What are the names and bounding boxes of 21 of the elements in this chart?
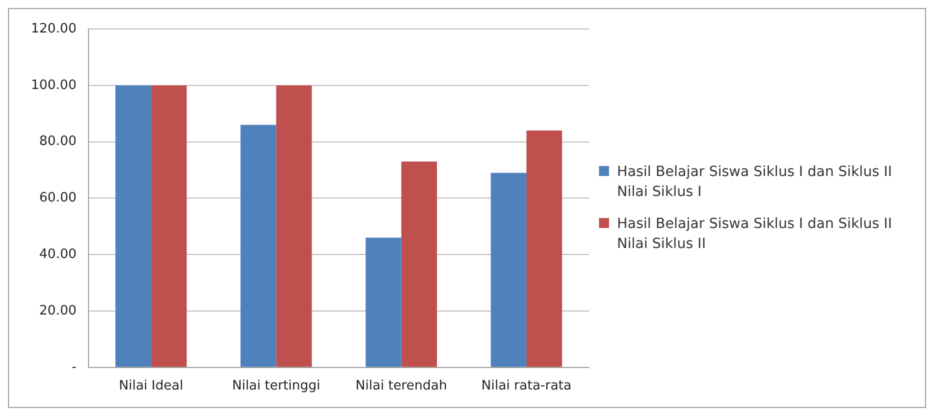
bar xyxy=(490,172,526,367)
bar xyxy=(366,238,402,367)
bar xyxy=(526,130,562,367)
bar xyxy=(151,85,187,367)
x-tick-label: Nilai terendah xyxy=(356,378,448,394)
y-tick-label: 100.00 xyxy=(30,78,76,93)
x-tick-label: Nilai rata-rata xyxy=(481,378,572,394)
x-tick-label: Nilai Ideal xyxy=(118,378,184,394)
y-tick-label: 20.00 xyxy=(39,303,76,318)
bar xyxy=(401,162,437,367)
y-tick-label: 60.00 xyxy=(39,190,76,206)
bar xyxy=(276,85,312,367)
y-tick-label: - xyxy=(72,360,77,375)
y-tick-label: 80.00 xyxy=(39,134,76,150)
bar xyxy=(240,124,276,367)
x-tick-label: Nilai tertinggi xyxy=(232,378,320,394)
y-tick-label: 40.00 xyxy=(39,246,76,262)
legend-label: Hasil Belajar Siswa Siklus I dan Siklus II Nilai Siklus II xyxy=(617,215,893,254)
y-tick-label: 120.00 xyxy=(30,21,76,36)
bar xyxy=(115,85,152,367)
legend-label: Hasil Belajar Siswa Siklus I dan Siklus II Nilai Siklus I xyxy=(617,163,893,202)
